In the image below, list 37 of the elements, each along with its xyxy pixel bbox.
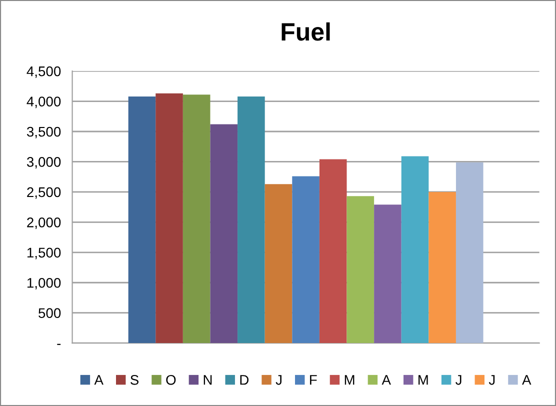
bar (374, 204, 402, 344)
bar (264, 184, 292, 344)
bar (238, 96, 265, 344)
legend-label: A (522, 375, 532, 385)
legend-label: S (130, 374, 139, 385)
bar (292, 176, 320, 344)
legend-label: J (456, 375, 462, 385)
legend-label: A (382, 375, 391, 385)
bar (182, 94, 210, 344)
legend-label: J (488, 375, 495, 385)
legend-label: D (240, 375, 249, 385)
bar (456, 162, 484, 344)
legend-label: A (94, 375, 104, 385)
bar (346, 196, 374, 344)
bar (156, 93, 183, 344)
legend-label: M (418, 375, 428, 385)
bar (210, 124, 238, 344)
legend-label: O (166, 374, 176, 385)
y-tick-label: 2,000 (27, 218, 61, 229)
y-tick-label: 500 (38, 308, 61, 318)
bar (128, 96, 156, 344)
y-tick-label: 2,500 (27, 187, 61, 199)
bar (428, 192, 456, 344)
y-tick-label: 3,500 (26, 126, 61, 138)
legend-label: F (310, 375, 317, 385)
y-tick-label: 4,000 (26, 96, 61, 108)
legend-label: M (344, 375, 354, 385)
y-tick-label: - (57, 344, 61, 345)
bar (401, 156, 429, 344)
legend-label: N (204, 375, 212, 385)
chart-title: Fuel (282, 22, 330, 41)
y-tick-label: 3,000 (26, 157, 61, 169)
bar (319, 159, 347, 344)
y-tick-label: 4,500 (26, 66, 61, 78)
y-tick-label: 1,000 (27, 278, 61, 290)
legend-label: J (276, 375, 282, 385)
y-tick-label: 1,500 (27, 248, 61, 260)
